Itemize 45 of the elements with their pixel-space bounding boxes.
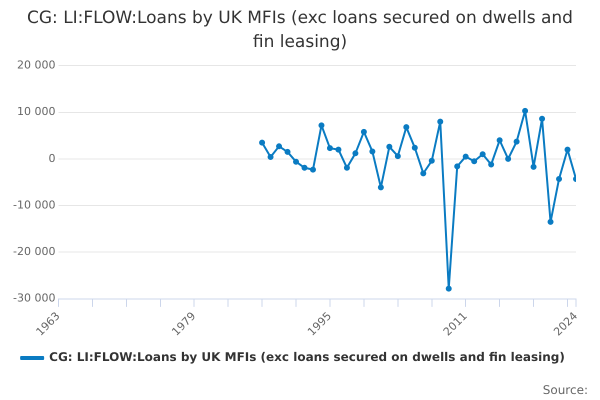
point: [471, 158, 478, 164]
point: [412, 144, 418, 151]
chart-title: CG: LI:FLOW:Loans by UK MFIs (exc loans secured on dwells and fin leasing): [26, 7, 574, 54]
point: [352, 150, 358, 156]
point: [556, 176, 562, 182]
point: [302, 164, 308, 171]
point: [539, 116, 546, 122]
point: [293, 158, 300, 165]
point: [284, 148, 291, 155]
y-tick-label: -20 000: [12, 245, 56, 258]
point: [530, 164, 537, 170]
point: [522, 108, 528, 114]
point: [564, 146, 571, 153]
source-note: Source:: [542, 383, 588, 397]
y-tick-label: -30 000: [12, 292, 56, 305]
point: [437, 118, 444, 125]
point: [462, 154, 469, 160]
y-tick-label: -10 000: [12, 198, 56, 212]
point: [496, 137, 503, 144]
y-tick-label: 10 000: [16, 105, 56, 118]
point: [514, 138, 520, 145]
point: [326, 145, 333, 152]
point: [310, 166, 316, 173]
point: [276, 143, 282, 150]
y-tick-label: 20 000: [16, 58, 56, 72]
point: [268, 154, 274, 160]
point: [318, 122, 324, 128]
point: [446, 286, 452, 292]
point: [386, 144, 392, 150]
point: [488, 162, 494, 168]
point: [454, 163, 460, 170]
legend-label: CG: LI:FLOW:Loans by UK MFIs (exc loans secured on dwells and fin leasing): [49, 350, 565, 364]
point: [360, 128, 367, 135]
point: [344, 164, 350, 171]
point: [369, 148, 376, 154]
point: [428, 158, 435, 164]
point: [548, 218, 554, 225]
point: [480, 151, 486, 158]
point: [420, 170, 426, 176]
point: [505, 156, 512, 162]
y-tick-label: 0: [48, 152, 56, 165]
point: [259, 140, 266, 146]
point: [335, 146, 342, 153]
point: [378, 184, 384, 190]
point: [394, 153, 401, 160]
